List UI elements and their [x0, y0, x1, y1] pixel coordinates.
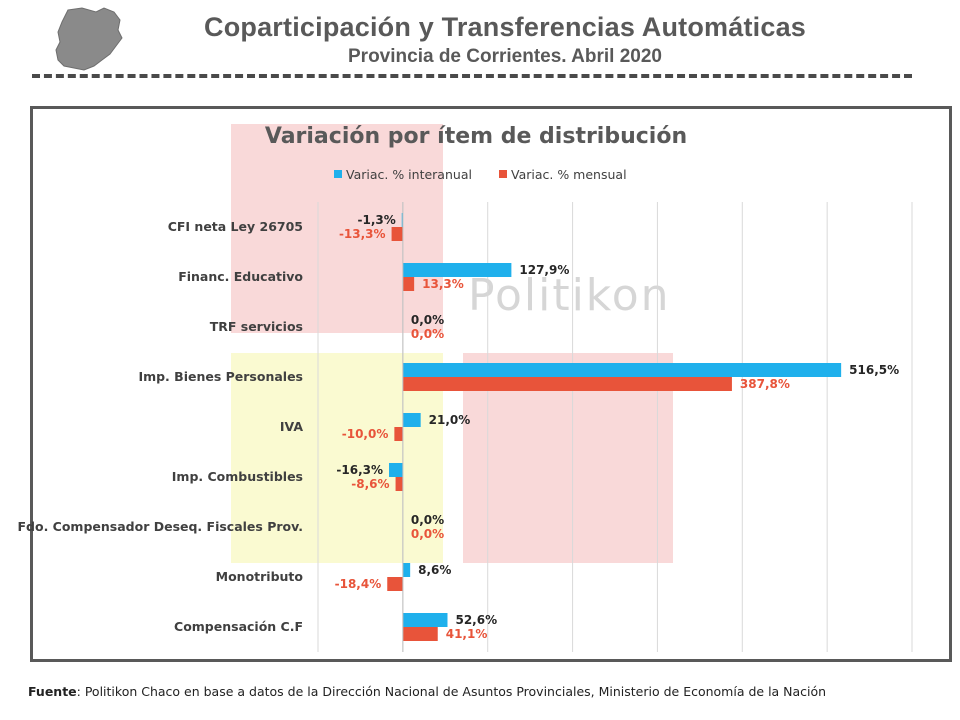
data-label-mensual: -10,0% — [342, 427, 389, 441]
data-label-interanual: 0,0% — [411, 513, 444, 527]
data-label-interanual: 52,6% — [455, 613, 497, 627]
corrientes-map-icon — [55, 7, 123, 71]
watermark-band-pink — [231, 124, 443, 333]
bar-interanual — [401, 213, 403, 227]
data-label-mensual: -8,6% — [351, 477, 389, 491]
category-label: Imp. Bienes Personales — [138, 369, 303, 384]
bar-interanual — [402, 613, 448, 627]
category-label: Monotributo — [216, 569, 304, 584]
category-label: IVA — [280, 419, 303, 434]
bar-mensual — [402, 377, 732, 391]
source-text: : Politikon Chaco en base a datos de la … — [76, 684, 827, 699]
header-divider — [32, 74, 912, 78]
category-label: Imp. Combustibles — [172, 469, 303, 484]
bar-mensual — [387, 577, 403, 591]
bar-interanual — [402, 363, 842, 377]
legend-swatch-interanual — [334, 170, 342, 178]
data-label-mensual: 41,1% — [446, 627, 488, 641]
category-label: Financ. Educativo — [178, 269, 303, 284]
data-label-interanual: 8,6% — [418, 563, 451, 577]
data-label-interanual: 516,5% — [849, 363, 899, 377]
data-label-mensual: -18,4% — [335, 577, 382, 591]
data-label-mensual: 0,0% — [411, 527, 444, 541]
legend-label-mensual: Variac. % mensual — [511, 167, 627, 182]
data-label-interanual: 0,0% — [411, 313, 444, 327]
page-title: Coparticipación y Transferencias Automát… — [204, 12, 806, 42]
source-label: Fuente — [28, 684, 77, 699]
data-label-interanual: 21,0% — [429, 413, 471, 427]
category-label: CFI neta Ley 26705 — [168, 219, 303, 234]
category-label: Fdo. Compensador Deseq. Fiscales Prov. — [18, 519, 304, 534]
data-label-interanual: -16,3% — [336, 463, 383, 477]
bar-interanual — [402, 563, 411, 577]
bar-interanual — [402, 413, 421, 427]
legend-swatch-mensual — [499, 170, 507, 178]
page-subtitle: Provincia de Corrientes. Abril 2020 — [348, 46, 662, 67]
bar-mensual — [395, 477, 403, 491]
bar-mensual — [402, 627, 438, 641]
bar-mensual — [391, 227, 403, 241]
bar-mensual — [402, 277, 415, 291]
category-label: TRF servicios — [210, 319, 303, 334]
data-label-mensual: -13,3% — [339, 227, 386, 241]
bar-interanual — [402, 263, 512, 277]
bar-interanual — [389, 463, 403, 477]
chart-title: Variación por ítem de distribución — [265, 124, 687, 149]
legend-label-interanual: Variac. % interanual — [346, 167, 472, 182]
data-label-mensual: 13,3% — [422, 277, 464, 291]
chart-frame — [30, 106, 952, 662]
source-footnote: Fuente: Politikon Chaco en base a datos … — [28, 684, 826, 699]
watermark-text: Politikon — [468, 270, 671, 321]
data-label-mensual: 0,0% — [411, 327, 444, 341]
bar-mensual — [394, 427, 403, 441]
category-label: Compensación C.F — [174, 619, 303, 634]
data-label-mensual: 387,8% — [740, 377, 790, 391]
data-label-interanual: -1,3% — [357, 213, 395, 227]
data-label-interanual: 127,9% — [519, 263, 569, 277]
